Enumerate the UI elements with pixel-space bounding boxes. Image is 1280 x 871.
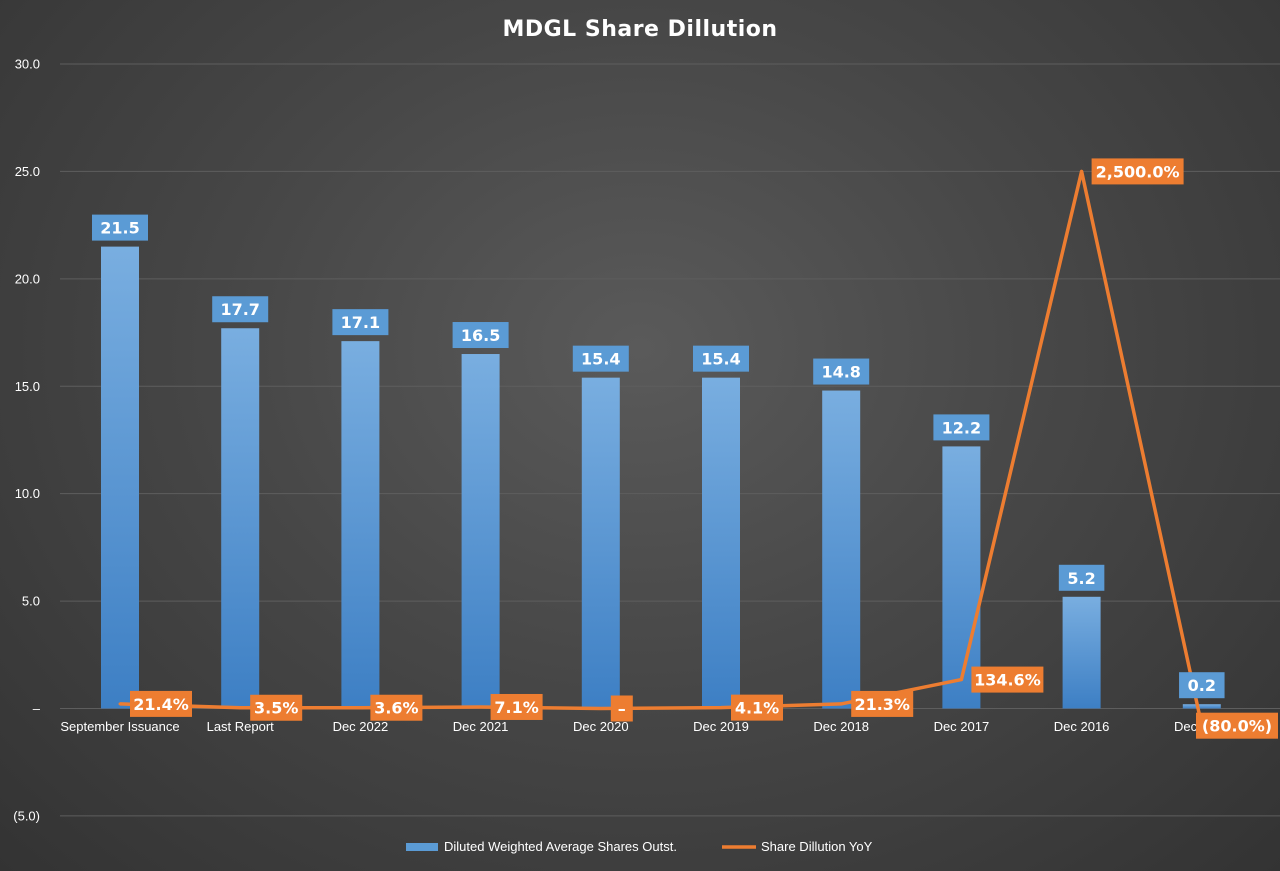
bar-label-box [693,345,749,372]
y-tick-label: 5.0 [22,594,40,609]
bar-label-box [92,214,148,241]
y-tick-label: 10.0 [15,486,40,501]
y-tick-label: 20.0 [15,271,40,286]
bar [581,377,620,709]
line-label-box [971,666,1044,693]
line-series [118,169,1204,728]
bar [1182,704,1221,709]
bar [461,354,500,709]
legend: Diluted Weighted Average Shares Outst. S… [406,839,873,854]
x-axis-ticks: September Issuance Last Report Dec 2022 Dec… [60,719,1229,734]
line-point [1080,169,1084,173]
bar-data-label: 15.4 [701,350,740,369]
line-label-box [610,695,633,722]
y-tick-label: – [33,701,41,716]
x-tick-label: Dec 2021 [453,719,509,734]
line-data-label: (80.0%) [1202,717,1272,736]
line-data-label: 3.6% [374,699,418,718]
legend-line-label: Share Dillution YoY [761,839,873,854]
bar [942,446,981,709]
line-data-label: – [618,700,626,719]
chart-title: MDGL Share Dillution [502,17,777,42]
bar-data-label: 5.2 [1067,569,1095,588]
line-point [238,706,242,710]
y-tick-label: 30.0 [15,57,40,72]
bar-label-box [1058,564,1105,591]
bar-data-label: 14.8 [821,363,860,382]
y-tick-label: 15.0 [15,379,40,394]
bar-label-box [572,345,629,372]
x-tick-label: Dec 2017 [934,719,990,734]
line-point [839,702,843,706]
bar-data-label: 15.4 [581,350,620,369]
bar-label-box [332,309,389,336]
line-data-label: 7.1% [494,698,538,717]
bar [221,328,260,709]
line-point [479,705,483,709]
share-dillution-line [119,169,1204,727]
line-point [719,706,723,710]
y-tick-label: 25.0 [15,164,40,179]
x-tick-label: Dec 2022 [333,719,389,734]
x-tick-label: Last Report [207,719,275,734]
bar [101,246,139,709]
legend-bar-swatch [406,843,438,851]
bar [1062,596,1101,709]
line-label-box [1196,712,1278,739]
bar-label-box [933,414,990,441]
y-tick-label: (5.0) [13,808,40,823]
bar-data-label: 12.2 [942,418,981,437]
bar-data-label: 16.5 [461,326,500,345]
line-data-label: 4.1% [735,699,779,718]
bar-label-box [212,296,269,323]
line-point [959,678,963,682]
bar-data-label: 0.2 [1188,676,1216,695]
line-label-box [851,690,914,717]
legend-bar-label: Diluted Weighted Average Shares Outst. [444,839,677,854]
y-axis-ticks: 30.0 25.0 20.0 15.0 10.0 5.0 – (5.0) [13,57,41,824]
line-label-box [370,694,423,721]
bar-data-label: 21.5 [100,219,139,238]
bar-data-labels: 21.5 17.7 17.1 16.5 15.4 15.4 14.8 12.2 5.2 0.2 [92,214,1225,699]
x-tick-label: Dec 2018 [813,719,869,734]
line-data-labels: 21.4% 3.5% 3.6% 7.1% – 4.1% 21.3% 134.6% 2,500.0… [130,158,1278,739]
x-tick-label: Dec 2020 [573,719,629,734]
x-tick-label: Dec 2019 [693,719,749,734]
bar-label-box [813,358,870,385]
line-data-label: 21.3% [854,695,910,714]
line-label-box [250,694,303,721]
bar-data-label: 17.1 [341,313,380,332]
line-point [599,707,603,710]
bar [341,341,380,709]
line-data-label: 21.4% [133,695,189,714]
line-label-box [490,693,543,720]
line-point [118,702,122,706]
x-tick-label: September Issuance [60,719,179,734]
bar-label-box [452,322,509,349]
line-label-box [731,694,783,721]
line-point [358,706,362,710]
x-tick-label: Dec 2016 [1054,719,1110,734]
line-label-box [1091,158,1184,185]
line-data-label: 3.5% [254,699,298,718]
bar [822,390,861,709]
line-data-label: 2,500.0% [1096,162,1180,181]
line-data-label: 134.6% [974,671,1041,690]
bar-series [101,246,1221,709]
bar-data-label: 17.7 [220,300,259,319]
bar-label-box [1179,672,1225,699]
bar [702,377,740,709]
line-label-box [130,690,192,717]
